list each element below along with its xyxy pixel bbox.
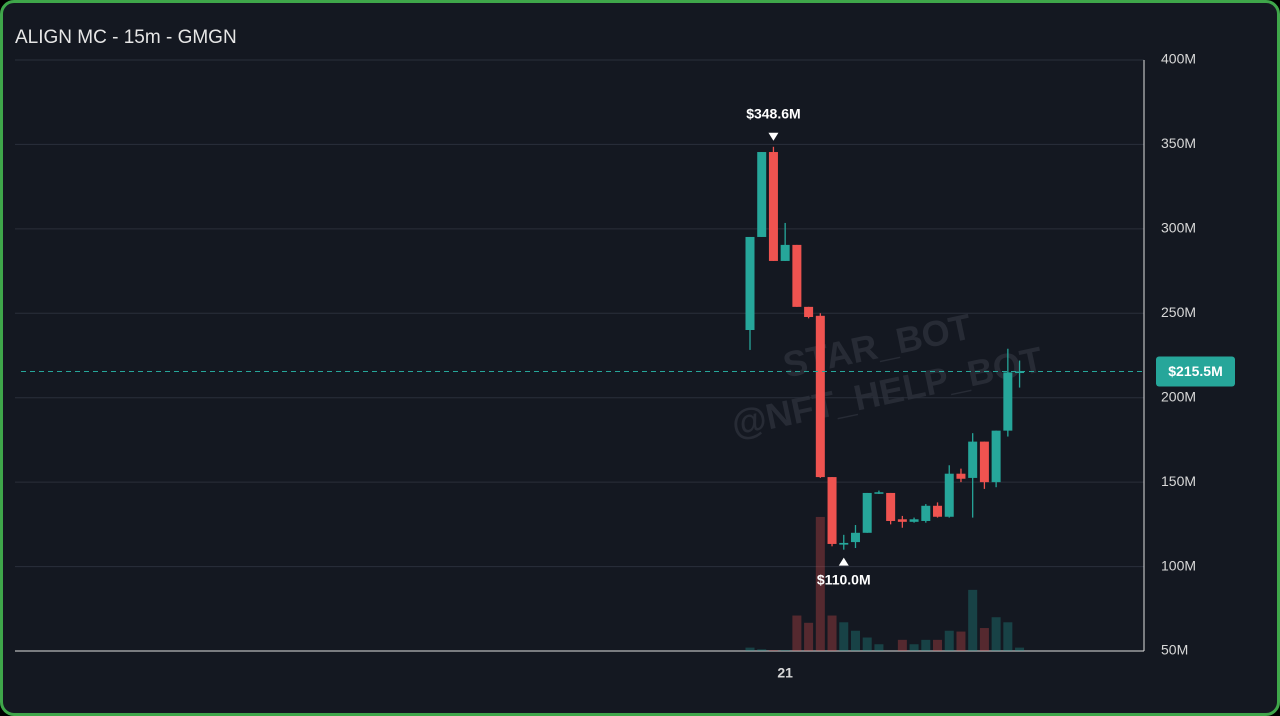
candle-body — [968, 441, 978, 478]
chart: ALIGN MC - 15m - GMGN STAR_BOT @NFT_HELP… — [15, 27, 1235, 681]
y-tick-label: 300M — [1161, 220, 1196, 236]
y-tick-label: 50M — [1161, 642, 1188, 658]
volume-bar — [1015, 647, 1025, 651]
volume-bar — [780, 650, 790, 651]
annotation-marker — [768, 132, 779, 141]
price-tag-label: $215.5M — [1168, 363, 1222, 379]
annotation-label: $348.6M — [746, 105, 800, 121]
price-tag — [1156, 356, 1235, 387]
volume-bar — [815, 516, 825, 651]
candle-body — [874, 492, 884, 494]
volume-bar — [991, 617, 1001, 651]
candle-body — [862, 492, 872, 533]
chart-title: ALIGN MC - 15m - GMGN — [15, 27, 237, 48]
candle-body — [944, 473, 954, 517]
candle-body — [804, 306, 814, 318]
y-tick-label: 250M — [1161, 304, 1196, 320]
volume-bar — [804, 622, 814, 651]
candle-body — [979, 441, 989, 483]
candle-body — [933, 505, 943, 517]
candle-body — [956, 473, 966, 479]
y-tick-label: 200M — [1161, 388, 1196, 404]
candle-body — [921, 505, 931, 521]
y-tick-label: 100M — [1161, 557, 1196, 573]
candle-body — [757, 152, 767, 237]
volume-bar — [909, 644, 919, 651]
volume-bar — [768, 650, 778, 651]
volume-bar — [979, 628, 989, 651]
volume-bar — [921, 639, 931, 651]
candle-body — [850, 532, 860, 543]
volume-bar — [862, 637, 872, 651]
candle-body — [991, 430, 1001, 483]
y-tick-label: 350M — [1161, 135, 1196, 151]
x-tick-label: 21 — [777, 665, 793, 681]
volume-bar — [874, 644, 884, 651]
candle-body — [815, 315, 825, 478]
candle-body — [1003, 372, 1013, 431]
candle-body — [827, 477, 837, 544]
candle-body — [909, 519, 919, 522]
annotation-marker — [838, 557, 849, 566]
volume-bar — [792, 615, 802, 651]
volume-bar — [839, 622, 849, 651]
y-tick-label: 400M — [1161, 51, 1196, 67]
candle-body — [792, 244, 802, 307]
candle-body — [1015, 371, 1025, 374]
volume-bar — [745, 647, 755, 651]
candle-body — [839, 542, 849, 545]
volume-bar — [956, 631, 966, 651]
volume-bar — [897, 639, 907, 651]
volume-bar — [850, 630, 860, 651]
volume-bar — [933, 639, 943, 651]
volume-bar — [1003, 622, 1013, 651]
volume-bar — [757, 649, 767, 651]
y-tick-label: 150M — [1161, 473, 1196, 489]
candle-body — [886, 492, 896, 521]
volume-bar — [827, 615, 837, 651]
candle-body — [897, 519, 907, 522]
volume-bar — [944, 630, 954, 651]
candle-body — [768, 152, 778, 261]
annotation-label: $110.0M — [817, 571, 871, 587]
candle-body — [780, 244, 790, 261]
candle-body — [745, 236, 755, 331]
volume-bar — [968, 589, 978, 651]
